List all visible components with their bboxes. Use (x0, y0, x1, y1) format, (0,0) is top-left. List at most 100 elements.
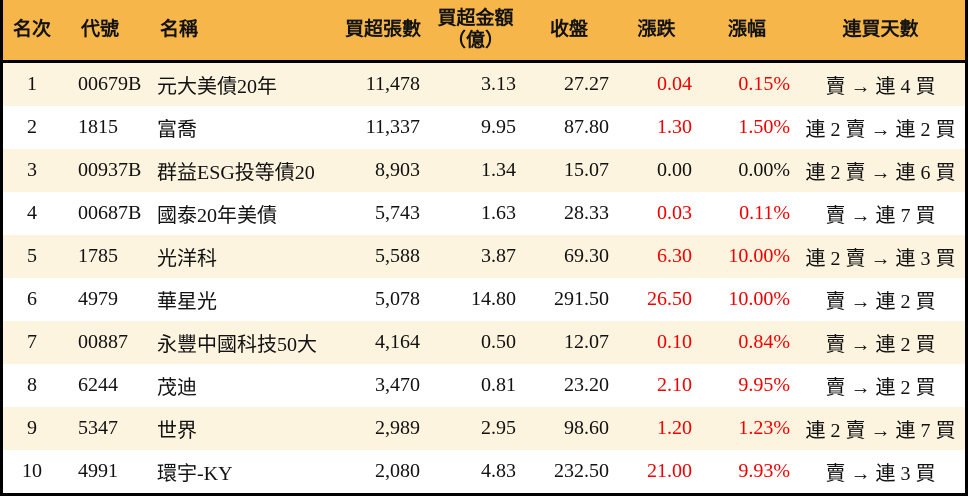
name-cell: 光洋科 (151, 235, 338, 278)
pct-cell: 10.00% (698, 235, 796, 278)
table-row: 2 1815 富喬 11,337 9.95 87.80 1.30 1.50% 連 2 賣 → 連… (3, 106, 965, 149)
change-cell: 26.50 (615, 278, 698, 321)
col-header-amount-line1: 買超金額 (437, 8, 514, 30)
col-header-code: 代號 (61, 0, 151, 62)
table-row: 10 4991 環宇-KY 2,080 4.83 232.50 21.00 9.93% 賣 → … (3, 450, 965, 493)
rank-cell: 3 (3, 149, 61, 192)
table-body: 1 00679B 元大美債20年 11,478 3.13 27.27 0.04 0.15% 賣 … (3, 61, 965, 493)
change-cell: 0.03 (615, 192, 698, 235)
code-cell: 00937B (61, 149, 151, 192)
volume-cell: 5,588 (338, 235, 428, 278)
volume-cell: 8,903 (338, 149, 428, 192)
pct-cell: 1.50% (698, 106, 796, 149)
name-cell: 元大美債20年 (151, 61, 338, 106)
close-cell: 15.07 (523, 149, 615, 192)
change-cell: 0.10 (615, 321, 698, 364)
name-cell: 世界 (151, 407, 338, 450)
col-header-name: 名稱 (151, 0, 338, 62)
amount-cell: 1.34 (428, 149, 523, 192)
rank-cell: 8 (3, 364, 61, 407)
pct-cell: 10.00% (698, 278, 796, 321)
code-cell: 4991 (61, 450, 151, 493)
days-cell: 連 2 賣 → 連 2 買 (796, 106, 965, 149)
pct-cell: 9.93% (698, 450, 796, 493)
name-cell: 富喬 (151, 106, 338, 149)
change-cell: 1.20 (615, 407, 698, 450)
col-header-close: 收盤 (523, 0, 615, 62)
rank-cell: 10 (3, 450, 61, 493)
days-cell: 賣 → 連 7 買 (796, 192, 965, 235)
col-header-volume: 買超張數 (338, 0, 428, 62)
code-cell: 4979 (61, 278, 151, 321)
volume-cell: 4,164 (338, 321, 428, 364)
close-cell: 232.50 (523, 450, 615, 493)
close-cell: 291.50 (523, 278, 615, 321)
change-cell: 0.04 (615, 61, 698, 106)
code-cell: 00687B (61, 192, 151, 235)
amount-cell: 3.87 (428, 235, 523, 278)
volume-cell: 11,337 (338, 106, 428, 149)
amount-cell: 14.80 (428, 278, 523, 321)
volume-cell: 5,078 (338, 278, 428, 321)
close-cell: 69.30 (523, 235, 615, 278)
table-row: 6 4979 華星光 5,078 14.80 291.50 26.50 10.00% 賣 → 連… (3, 278, 965, 321)
days-cell: 賣 → 連 2 買 (796, 321, 965, 364)
days-cell: 連 2 賣 → 連 3 買 (796, 235, 965, 278)
pct-cell: 0.84% (698, 321, 796, 364)
code-cell: 1785 (61, 235, 151, 278)
amount-cell: 4.83 (428, 450, 523, 493)
amount-cell: 0.50 (428, 321, 523, 364)
amount-cell: 3.13 (428, 61, 523, 106)
days-cell: 賣 → 連 2 買 (796, 364, 965, 407)
rank-cell: 2 (3, 106, 61, 149)
days-cell: 連 2 賣 → 連 7 買 (796, 407, 965, 450)
volume-cell: 5,743 (338, 192, 428, 235)
rank-cell: 4 (3, 192, 61, 235)
code-cell: 6244 (61, 364, 151, 407)
rank-cell: 9 (3, 407, 61, 450)
pct-cell: 9.95% (698, 364, 796, 407)
amount-cell: 9.95 (428, 106, 523, 149)
col-header-amount-line2: （億） (446, 30, 504, 51)
col-header-days: 連買天數 (796, 0, 965, 62)
amount-cell: 1.63 (428, 192, 523, 235)
rank-cell: 6 (3, 278, 61, 321)
close-cell: 12.07 (523, 321, 615, 364)
name-cell: 環宇-KY (151, 450, 338, 493)
code-cell: 5347 (61, 407, 151, 450)
amount-cell: 2.95 (428, 407, 523, 450)
col-header-rank: 名次 (3, 0, 61, 62)
code-cell: 00679B (61, 61, 151, 106)
rank-cell: 1 (3, 61, 61, 106)
col-header-amount: 買超金額 （億） (428, 0, 523, 62)
days-cell: 賣 → 連 2 買 (796, 278, 965, 321)
name-cell: 永豐中國科技50大 (151, 321, 338, 364)
close-cell: 87.80 (523, 106, 615, 149)
name-cell: 群益ESG投等債20 (151, 149, 338, 192)
name-cell: 國泰20年美債 (151, 192, 338, 235)
table-row: 1 00679B 元大美債20年 11,478 3.13 27.27 0.04 0.15% 賣 … (3, 61, 965, 106)
rank-cell: 5 (3, 235, 61, 278)
volume-cell: 2,080 (338, 450, 428, 493)
close-cell: 27.27 (523, 61, 615, 106)
col-header-change: 漲跌 (615, 0, 698, 62)
table-header: 名次 代號 名稱 買超張數 買超金額 （億） 收盤 漲跌 漲幅 連買天數 (3, 0, 965, 62)
change-cell: 0.00 (615, 149, 698, 192)
days-cell: 賣 → 連 4 買 (796, 61, 965, 106)
table-row: 4 00687B 國泰20年美債 5,743 1.63 28.33 0.03 0.11% 賣 →… (3, 192, 965, 235)
rank-cell: 7 (3, 321, 61, 364)
days-cell: 賣 → 連 3 買 (796, 450, 965, 493)
change-cell: 21.00 (615, 450, 698, 493)
pct-cell: 0.00% (698, 149, 796, 192)
amount-cell: 0.81 (428, 364, 523, 407)
pct-cell: 1.23% (698, 407, 796, 450)
name-cell: 茂迪 (151, 364, 338, 407)
days-cell: 連 2 賣 → 連 6 買 (796, 149, 965, 192)
change-cell: 6.30 (615, 235, 698, 278)
pct-cell: 0.11% (698, 192, 796, 235)
col-header-pct: 漲幅 (698, 0, 796, 62)
close-cell: 28.33 (523, 192, 615, 235)
volume-cell: 3,470 (338, 364, 428, 407)
table-row: 3 00937B 群益ESG投等債20 8,903 1.34 15.07 0.00 0.00%… (3, 149, 965, 192)
